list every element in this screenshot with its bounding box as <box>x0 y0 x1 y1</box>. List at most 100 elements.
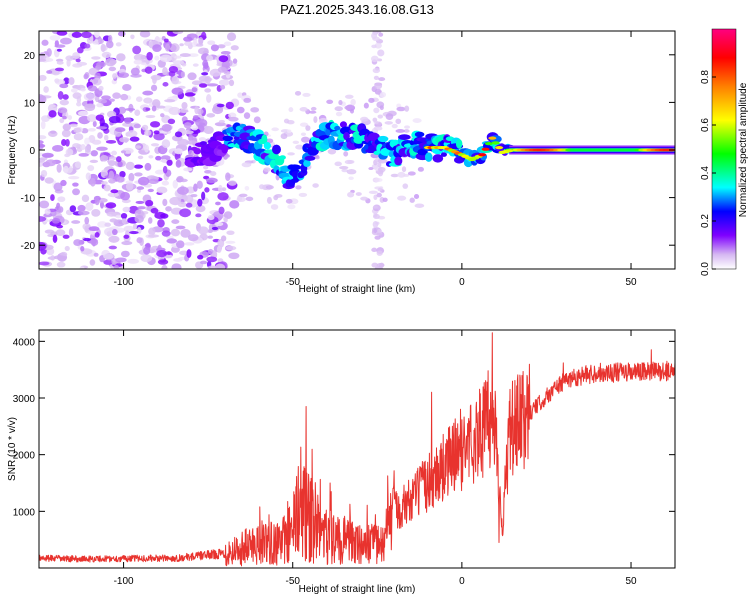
spectrogram-cell <box>122 122 134 127</box>
spectrogram-cell <box>119 137 130 143</box>
spectrogram-cell <box>193 147 202 155</box>
spectrogram-cell <box>171 263 182 269</box>
spectrogram-cell <box>130 34 135 40</box>
spectrogram-cell <box>161 123 172 132</box>
spectrogram-cell <box>116 53 126 62</box>
spectrogram-cell <box>292 140 300 144</box>
spectrogram-cell <box>39 200 50 209</box>
spectrogram-cell <box>111 228 118 236</box>
carrier-cell <box>478 153 487 157</box>
spectrogram-cell <box>173 258 183 262</box>
spectrogram-cell <box>94 198 100 206</box>
spectrogram-cell <box>341 168 349 173</box>
x-tick-label: 0 <box>459 277 465 288</box>
spectrogram-cell <box>103 259 114 265</box>
spectrogram-cell <box>190 125 199 131</box>
spectrogram-cell <box>360 196 369 201</box>
y-tick-label: -10 <box>21 194 36 205</box>
spectrogram-cell <box>310 106 317 111</box>
spectrogram-cell <box>53 182 63 192</box>
spectrogram-y-label: Frequency (Hz) <box>7 116 18 185</box>
spectrogram-cell <box>312 183 319 188</box>
spectrogram-cell <box>300 132 307 136</box>
spectrogram-cell <box>395 118 402 125</box>
spectrogram-cell <box>115 42 122 47</box>
spectrogram-cell <box>376 250 383 256</box>
spectrogram-cell <box>409 197 415 203</box>
spectrogram-cell <box>335 111 343 117</box>
spectrogram-cell <box>40 170 48 178</box>
spectrogram-cell <box>134 109 141 117</box>
spectrogram-cell <box>111 150 118 156</box>
spectrogram-cell <box>108 235 120 243</box>
spectrogram-cell <box>432 154 444 163</box>
spectrogram-cell <box>212 105 224 115</box>
spectrogram-cell <box>80 144 86 150</box>
spectrogram-cell <box>80 87 86 92</box>
spectrogram-cell <box>53 255 66 260</box>
spectrogram-cell <box>50 255 55 261</box>
spectrogram-cell <box>155 155 162 161</box>
carrier-cell <box>488 136 497 140</box>
spectrogram-cell <box>73 127 82 133</box>
spectrogram-cell <box>220 85 226 90</box>
spectrogram-cell <box>220 235 227 242</box>
spectrogram-cell <box>144 66 153 74</box>
spectrogram-cell <box>183 167 193 172</box>
spectrogram-cell <box>390 173 399 178</box>
spectrogram-cell <box>59 83 69 89</box>
spectrogram-cell <box>407 171 416 176</box>
spectrogram-cell <box>151 105 157 112</box>
spectrogram-cell <box>272 144 281 155</box>
spectrogram-cell <box>161 158 167 163</box>
spectrogram-cell <box>179 53 191 58</box>
spectrogram-cell <box>51 217 61 224</box>
spectrogram-cell <box>84 137 90 146</box>
x-tick-label: -50 <box>285 576 300 587</box>
spectrogram-cell <box>384 121 393 125</box>
spectrogram-cell <box>377 162 382 168</box>
y-tick-label: 3000 <box>13 394 36 405</box>
spectrogram-cell <box>379 262 385 268</box>
spectrogram-cell <box>218 55 229 63</box>
spectrogram-cell <box>304 155 316 161</box>
spectrogram-cell <box>115 214 122 219</box>
spectrogram-cell <box>373 107 380 114</box>
spectrogram-cell <box>404 125 410 129</box>
spectrogram-cell <box>185 202 193 208</box>
y-tick-label: 0 <box>29 146 35 157</box>
spectrogram-cell <box>64 153 71 158</box>
spectrogram-cell <box>374 235 381 240</box>
spectrogram-cell <box>48 104 56 108</box>
spectrogram-cell <box>303 159 311 168</box>
spectrogram-cell <box>377 166 386 173</box>
spectrogram-cell <box>150 84 158 92</box>
spectrogram-cell <box>139 31 151 38</box>
spectrogram-cell <box>160 113 165 118</box>
spectrogram-cell <box>106 211 117 217</box>
spectrogram-cell <box>265 185 274 190</box>
spectrogram-cell <box>349 108 355 114</box>
spectrogram-cell <box>170 53 178 62</box>
spectrogram-cell <box>166 235 174 239</box>
spectrogram-cell <box>348 176 354 181</box>
spectrogram-cell <box>377 135 389 143</box>
spectrogram-cell <box>136 96 143 102</box>
spectrogram-cell <box>266 196 272 204</box>
spectrogram-cell <box>123 225 135 233</box>
spectrogram-cell <box>223 41 232 47</box>
spectrogram-cell <box>107 192 120 198</box>
spectrogram-cell <box>123 234 130 239</box>
spectrogram-cell <box>385 113 394 120</box>
spectrogram-cell <box>122 84 132 91</box>
spectrogram-cell <box>62 123 71 131</box>
spectrogram-cell <box>241 162 252 168</box>
spectrogram-cell <box>109 58 117 65</box>
spectrogram-cell <box>115 156 122 163</box>
spectrogram-cell <box>87 85 98 92</box>
spectrogram-cell <box>147 217 153 224</box>
spectrogram-cell <box>413 194 420 199</box>
spectrogram-cell <box>62 115 67 120</box>
spectrogram-cell <box>49 35 61 41</box>
spectrogram-marks <box>39 31 675 269</box>
